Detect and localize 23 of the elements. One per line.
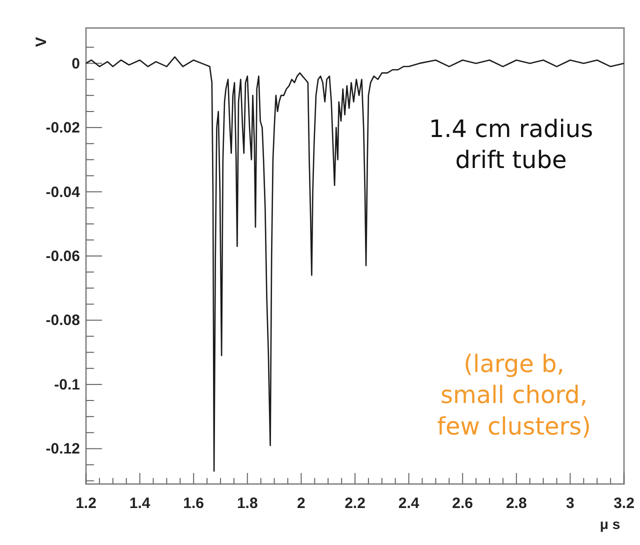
y-tick-label: -0.06: [46, 248, 80, 265]
y-tick-label: -0.04: [46, 184, 81, 201]
x-tick-label: 2.2: [344, 495, 366, 512]
y-axis-title: V: [33, 36, 50, 48]
x-tick-label: 1.6: [183, 495, 204, 512]
annotation: 1.4 cm radius drift tube: [428, 115, 594, 174]
y-tick-label: -0.12: [46, 440, 80, 458]
y-tick-label: -0.02: [46, 120, 80, 137]
x-tick-label: 1.2: [76, 495, 96, 512]
x-tick-label: 2: [297, 495, 306, 512]
x-tick-label: 3.2: [614, 495, 634, 512]
y-tick-label: 0: [72, 55, 80, 72]
x-tick-label: 2.6: [452, 495, 474, 512]
line-series: [85, 56, 625, 472]
x-tick-label: 2.4: [398, 495, 420, 512]
x-tick-label: 3: [566, 495, 574, 512]
y-tick-label: -0.08: [46, 312, 80, 330]
x-tick-label: 2.8: [506, 495, 527, 512]
x-axis-title: μ s: [600, 516, 620, 532]
x-tick-label: 1.4: [129, 495, 151, 512]
y-tick-label: -0.1: [54, 376, 80, 394]
x-tick-label: 1.8: [236, 495, 258, 512]
annotation: (large b, small chord, few clusters): [437, 350, 591, 440]
